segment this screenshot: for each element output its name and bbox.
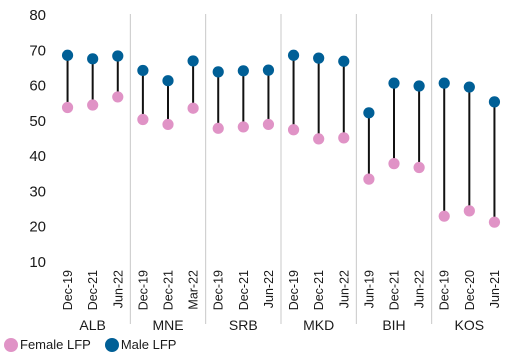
y-tick-label: 50 bbox=[29, 113, 46, 130]
y-tick-label: 20 bbox=[29, 219, 46, 236]
group-label: MKD bbox=[303, 317, 334, 333]
male-point bbox=[363, 107, 375, 119]
x-tick-label: Dec-19 bbox=[438, 270, 452, 310]
female-point bbox=[438, 210, 450, 222]
female-point bbox=[187, 102, 199, 114]
male-point bbox=[187, 55, 199, 67]
female-point bbox=[212, 122, 224, 134]
female-legend-marker bbox=[4, 337, 18, 352]
x-tick-label: Mar-22 bbox=[187, 270, 201, 310]
legend-item-female: Female LFP bbox=[4, 337, 91, 352]
legend: Female LFP Male LFP bbox=[4, 337, 190, 352]
female-point bbox=[137, 113, 149, 126]
group-labels: ALB MNE SRB MKD BIH KOS bbox=[79, 317, 484, 333]
x-tick-label: Jun-22 bbox=[337, 270, 351, 308]
x-tick-label: Jun-19 bbox=[362, 270, 376, 308]
female-point bbox=[313, 133, 325, 145]
female-point bbox=[413, 161, 425, 174]
female-point bbox=[237, 121, 249, 133]
group-label: BIH bbox=[382, 317, 405, 333]
male-point bbox=[413, 80, 425, 92]
male-point bbox=[438, 77, 450, 89]
male-point bbox=[488, 96, 501, 108]
x-tick-labels: Dec-19 Dec-21 Jun-22 Dec-19 Dec-21 Mar-22 Dec-… bbox=[61, 270, 502, 310]
x-tick-label: Dec-20 bbox=[463, 270, 477, 310]
x-tick-label: Dec-21 bbox=[86, 270, 100, 310]
female-point bbox=[388, 158, 400, 170]
female-legend-label: Female LFP bbox=[20, 337, 91, 352]
female-point bbox=[112, 91, 124, 103]
x-tick-label: Dec-19 bbox=[136, 270, 150, 310]
x-tick-label: Jun-21 bbox=[488, 270, 502, 308]
male-point bbox=[287, 49, 300, 61]
male-point bbox=[61, 49, 74, 61]
x-tick-label: Jun-22 bbox=[413, 270, 427, 308]
x-tick-label: Dec-19 bbox=[61, 270, 75, 310]
female-point bbox=[463, 205, 475, 217]
male-point bbox=[388, 77, 400, 89]
y-tick-label: 70 bbox=[29, 42, 46, 59]
male-point bbox=[137, 64, 149, 77]
x-tick-label: Dec-21 bbox=[388, 270, 402, 310]
x-tick-label: Dec-21 bbox=[162, 270, 176, 310]
x-tick-label: Dec-19 bbox=[212, 270, 226, 310]
female-point bbox=[338, 132, 350, 144]
male-legend-label: Male LFP bbox=[120, 337, 177, 352]
group-label: ALB bbox=[79, 317, 105, 333]
group-label: KOS bbox=[455, 317, 485, 333]
male-point bbox=[463, 81, 475, 93]
female-point bbox=[162, 118, 174, 131]
female-point bbox=[61, 101, 74, 114]
x-tick-label: Jun-22 bbox=[262, 270, 276, 308]
male-legend-marker bbox=[104, 337, 119, 352]
male-point bbox=[162, 75, 174, 87]
dumbbell-lines bbox=[66, 55, 496, 223]
female-point bbox=[87, 99, 99, 111]
y-tick-label: 60 bbox=[29, 78, 46, 95]
female-point bbox=[363, 173, 375, 185]
x-tick-label: Jun-22 bbox=[111, 270, 125, 308]
data-points bbox=[61, 49, 501, 228]
x-tick-label: Dec-21 bbox=[312, 270, 326, 310]
female-point bbox=[488, 216, 501, 228]
legend-item-male: Male LFP bbox=[104, 337, 177, 352]
group-separators bbox=[129, 14, 433, 324]
x-tick-label: Dec-19 bbox=[287, 270, 301, 310]
male-point bbox=[212, 66, 224, 78]
x-tick-label: Dec-21 bbox=[237, 270, 251, 310]
male-point bbox=[262, 64, 275, 76]
male-point bbox=[237, 65, 249, 77]
group-label: MNE bbox=[152, 317, 183, 333]
female-point bbox=[287, 124, 300, 136]
y-tick-label: 80 bbox=[29, 7, 46, 24]
male-point bbox=[112, 50, 124, 62]
y-axis: 10 20 30 40 50 60 70 80 bbox=[29, 7, 46, 271]
y-tick-label: 10 bbox=[29, 254, 46, 271]
group-label: SRB bbox=[229, 317, 258, 333]
y-tick-label: 30 bbox=[29, 183, 46, 200]
male-point bbox=[313, 52, 325, 64]
male-point bbox=[87, 53, 99, 65]
male-point bbox=[338, 55, 350, 67]
y-tick-label: 40 bbox=[29, 148, 46, 165]
female-point bbox=[262, 118, 275, 131]
